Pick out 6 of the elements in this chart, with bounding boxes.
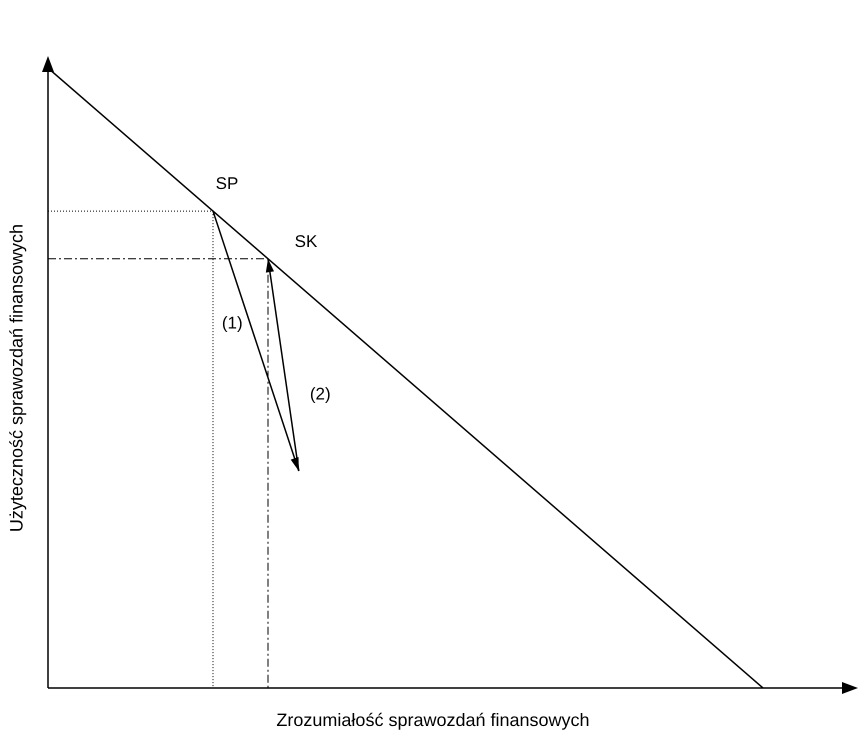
annotation: (2) (310, 384, 331, 404)
annotation: SP (216, 174, 238, 194)
annotation: (1) (222, 313, 243, 332)
x-axis-title: Zrozumiałość sprawozdań finansowych (276, 710, 590, 730)
annotation: SK (294, 232, 318, 251)
y-axis-title: Użyteczność sprawozdań finansowych (6, 224, 26, 532)
